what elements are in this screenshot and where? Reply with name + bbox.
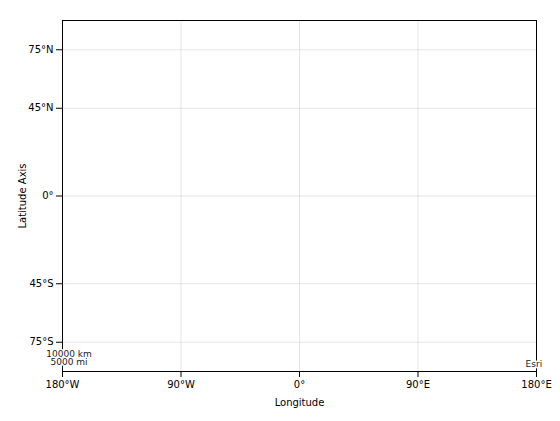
svg-text:45°N: 45°N xyxy=(28,102,53,113)
svg-text:5000 mi: 5000 mi xyxy=(51,357,88,367)
svg-text:180°E: 180°E xyxy=(521,379,551,390)
svg-text:Latitude Axis: Latitude Axis xyxy=(17,163,28,228)
svg-text:10000 km: 10000 km xyxy=(46,349,92,360)
svg-text:180°W: 180°W xyxy=(46,379,80,390)
svg-text:75°N: 75°N xyxy=(28,44,53,55)
svg-text:Longitude: Longitude xyxy=(275,397,325,408)
svg-text:90°E: 90°E xyxy=(406,379,430,390)
svg-text:Esri: Esri xyxy=(526,359,543,369)
svg-text:90°W: 90°W xyxy=(167,379,195,390)
svg-text:45°S: 45°S xyxy=(29,278,53,289)
svg-text:0°: 0° xyxy=(42,190,53,201)
svg-text:75°S: 75°S xyxy=(29,336,53,347)
svg-text:0°: 0° xyxy=(294,379,305,390)
